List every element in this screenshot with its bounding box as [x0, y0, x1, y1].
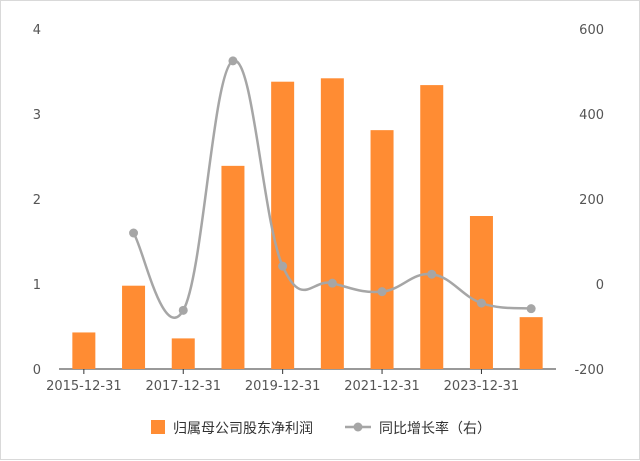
legend-label-growth: 同比增长率（右）	[379, 420, 491, 437]
y-left-tick-label: 1	[33, 278, 41, 293]
bar	[320, 78, 344, 370]
bar	[171, 338, 195, 369]
legend-marker-growth	[353, 422, 363, 432]
x-tick-label: 2015-12-31	[46, 379, 122, 394]
growth-point	[129, 228, 139, 238]
growth-point	[526, 304, 536, 314]
bar	[122, 285, 146, 369]
bar	[519, 317, 543, 369]
y-left-tick-label: 3	[33, 108, 41, 123]
y-right-tick-label: -200	[574, 363, 604, 378]
bar	[72, 332, 96, 369]
y-left-tick-label: 2	[33, 193, 41, 208]
y-right-tick-label: 600	[579, 23, 604, 38]
growth-point	[178, 305, 188, 315]
y-right-tick-label: 200	[579, 193, 604, 208]
legend-swatch-bar	[151, 420, 165, 434]
x-tick-label: 2019-12-31	[245, 379, 321, 394]
growth-point	[377, 287, 387, 297]
y-right-tick-label: 0	[596, 278, 604, 293]
y-left-tick-label: 0	[33, 363, 41, 378]
bar	[420, 85, 444, 369]
bar	[271, 81, 295, 369]
y-left-tick-label: 4	[33, 23, 41, 38]
growth-point	[476, 298, 486, 308]
bar	[221, 165, 245, 369]
x-tick-label: 2017-12-31	[145, 379, 221, 394]
y-right-tick-label: 400	[579, 108, 604, 123]
bar	[469, 216, 493, 369]
growth-point	[427, 269, 437, 279]
bar	[370, 130, 394, 369]
growth-point	[228, 56, 238, 66]
x-tick-label: 2021-12-31	[344, 379, 420, 394]
growth-point	[278, 261, 288, 271]
legend-label-profit: 归属母公司股东净利润	[173, 420, 313, 437]
x-tick-label: 2023-12-31	[444, 379, 520, 394]
growth-point	[327, 278, 337, 288]
